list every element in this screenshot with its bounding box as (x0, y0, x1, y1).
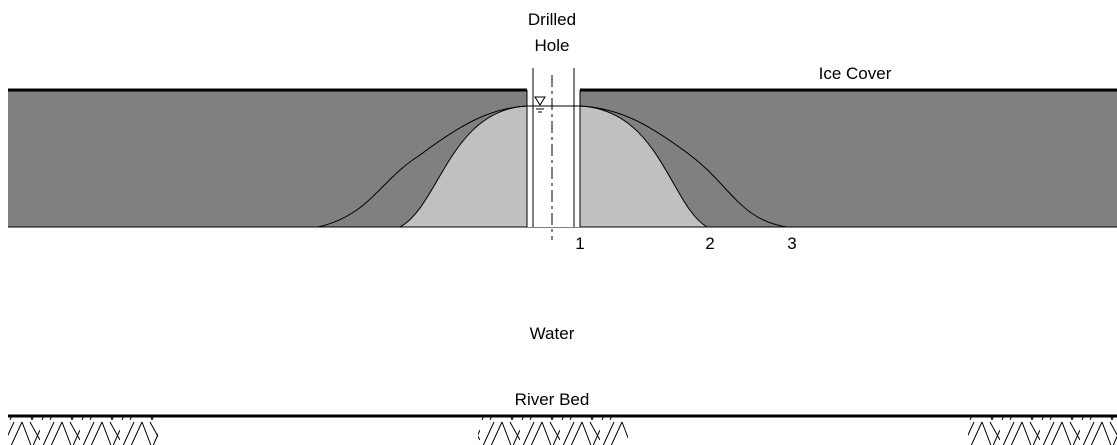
ice-label: Ice Cover (819, 64, 892, 83)
profile-3-left (317, 105, 528, 228)
profile-label: 3 (787, 234, 796, 253)
profile-label: 1 (575, 234, 584, 253)
water-label: Water (530, 324, 575, 343)
water-level-symbol (534, 96, 546, 113)
bed-label: River Bed (515, 390, 590, 409)
bed-hatch (968, 417, 1117, 445)
hole-label: Drilled (528, 10, 576, 29)
hole (527, 90, 580, 227)
profile-1-right (579, 105, 709, 228)
bed-hatch (478, 417, 628, 445)
profile-label: 2 (705, 234, 714, 253)
bed-hatch (8, 417, 158, 445)
profile-3-right (579, 105, 788, 228)
hole-label: Hole (535, 36, 570, 55)
